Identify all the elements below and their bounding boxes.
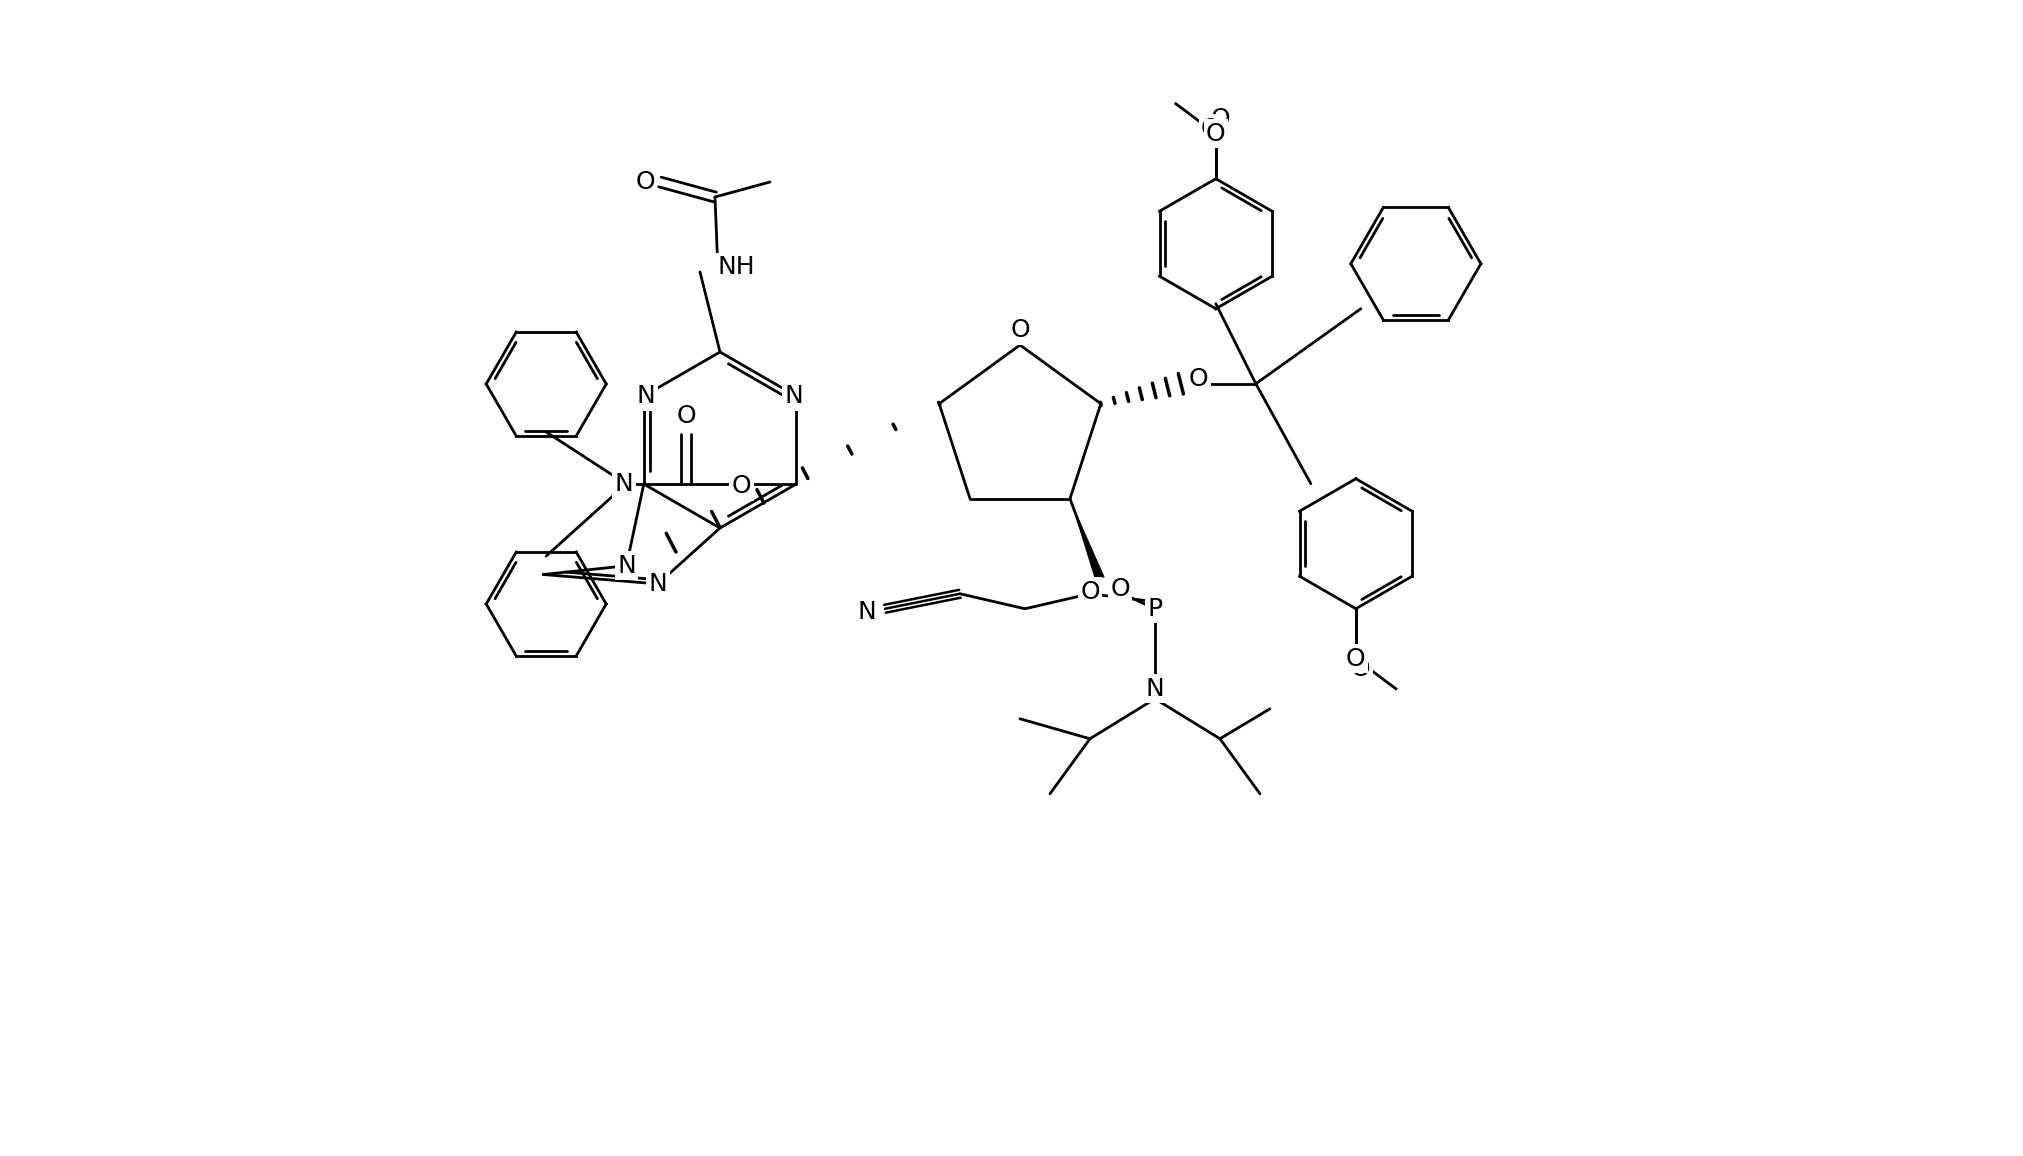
Text: N: N <box>858 600 876 624</box>
Text: O: O <box>1351 657 1370 681</box>
Text: O: O <box>1109 577 1129 601</box>
Text: O: O <box>635 170 655 194</box>
Text: O: O <box>1210 106 1230 131</box>
Text: NH: NH <box>718 255 755 279</box>
Text: O: O <box>676 403 696 428</box>
Polygon shape <box>1070 498 1105 580</box>
Text: O: O <box>1200 117 1220 141</box>
Text: N: N <box>617 554 635 578</box>
Text: N: N <box>785 384 803 408</box>
Text: O: O <box>1345 646 1366 670</box>
Text: O: O <box>1080 580 1098 603</box>
Text: O: O <box>1188 366 1208 391</box>
Text: O: O <box>1206 121 1226 146</box>
Text: P: P <box>1147 596 1161 621</box>
Text: N: N <box>647 572 668 596</box>
Text: O: O <box>730 474 751 498</box>
Text: N: N <box>1145 676 1163 701</box>
Text: O: O <box>1009 318 1030 342</box>
Text: N: N <box>615 472 633 496</box>
Text: N: N <box>635 384 655 408</box>
